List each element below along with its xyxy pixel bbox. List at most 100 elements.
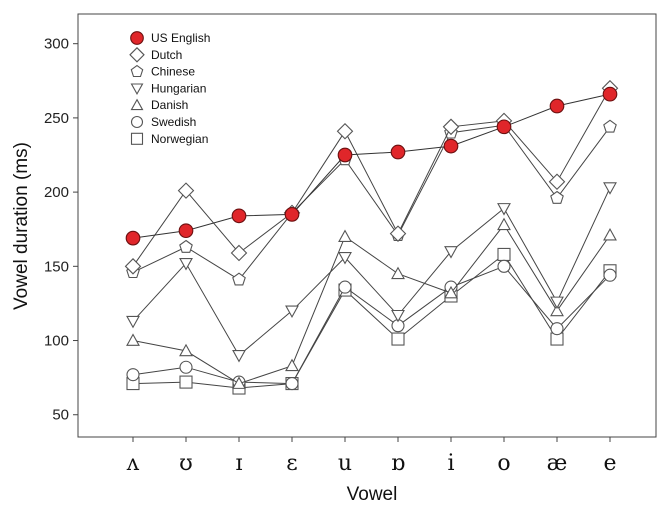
data-point bbox=[391, 309, 405, 323]
legend-marker bbox=[129, 47, 145, 63]
legend: US English Dutch Chinese Hungarian Danish Swe… bbox=[129, 31, 210, 146]
series-line bbox=[132, 87, 611, 267]
series-line bbox=[132, 93, 611, 239]
data-point bbox=[603, 228, 617, 241]
series-norwegian bbox=[126, 247, 617, 395]
series-line bbox=[132, 253, 611, 389]
series-line bbox=[132, 223, 611, 385]
data-point bbox=[179, 257, 193, 271]
series-us-english bbox=[125, 86, 618, 246]
data-point bbox=[603, 268, 617, 282]
series-line bbox=[132, 265, 611, 385]
legend-label: Dutch bbox=[151, 48, 182, 62]
legend-marker bbox=[130, 98, 144, 111]
data-point bbox=[549, 98, 565, 114]
legend-label: Danish bbox=[151, 98, 188, 112]
data-point bbox=[602, 86, 618, 102]
data-point bbox=[232, 272, 246, 286]
legend-label: Hungarian bbox=[151, 81, 206, 95]
legend-marker bbox=[130, 83, 144, 96]
data-point bbox=[497, 259, 511, 273]
x-tick-label: ʊ bbox=[179, 451, 193, 476]
legend-label: Chinese bbox=[151, 65, 195, 79]
data-point bbox=[338, 280, 352, 294]
y-tick-label: 50 bbox=[52, 407, 69, 424]
legend-marker bbox=[130, 31, 144, 45]
y-axis-title: Vowel duration (ms) bbox=[11, 142, 32, 310]
data-point bbox=[548, 173, 566, 190]
series-dutch bbox=[124, 79, 619, 275]
data-point bbox=[391, 266, 405, 280]
data-point bbox=[232, 350, 246, 363]
data-point bbox=[496, 119, 512, 135]
y-tick-label: 250 bbox=[44, 110, 69, 127]
data-point bbox=[337, 147, 353, 163]
series-danish bbox=[126, 217, 617, 389]
legend-marker bbox=[130, 115, 144, 129]
y-tick-label: 200 bbox=[44, 184, 69, 201]
x-tick-label: ʌ bbox=[126, 451, 140, 476]
data-point bbox=[126, 315, 140, 329]
x-axis-title: Vowel bbox=[347, 484, 398, 505]
x-tick-label: ɒ bbox=[391, 451, 405, 476]
plot-frame bbox=[77, 13, 657, 438]
series-line bbox=[132, 187, 611, 357]
y-tick-label: 150 bbox=[44, 258, 69, 275]
data-point bbox=[550, 303, 564, 317]
data-point bbox=[179, 343, 193, 357]
data-point bbox=[390, 144, 406, 160]
data-point bbox=[126, 333, 140, 346]
data-point bbox=[603, 182, 617, 195]
data-point bbox=[285, 377, 299, 391]
legend-label: US English bbox=[151, 31, 210, 45]
x-tick-label: o bbox=[497, 451, 510, 476]
x-tick-label: e bbox=[603, 451, 616, 476]
data-point bbox=[391, 332, 405, 346]
y-tick-label: 100 bbox=[44, 333, 69, 350]
data-point bbox=[338, 229, 352, 242]
series-swedish bbox=[126, 259, 617, 391]
data-point bbox=[444, 285, 458, 299]
data-point bbox=[550, 296, 564, 310]
data-point bbox=[338, 252, 352, 265]
legend-label: Norwegian bbox=[151, 132, 208, 146]
data-point bbox=[497, 203, 511, 216]
data-point bbox=[179, 360, 193, 374]
data-point bbox=[497, 247, 511, 261]
data-point bbox=[550, 190, 564, 204]
data-point bbox=[285, 305, 299, 318]
data-point bbox=[336, 122, 354, 140]
series-hungarian bbox=[126, 182, 617, 363]
data-point bbox=[497, 217, 511, 231]
data-point bbox=[231, 208, 247, 224]
x-tick-label: æ bbox=[547, 451, 568, 476]
y-tick-label: 300 bbox=[44, 36, 69, 53]
data-point bbox=[124, 258, 142, 275]
data-point bbox=[444, 246, 458, 259]
x-tick-label: ɛ bbox=[286, 451, 297, 476]
data-point bbox=[178, 223, 194, 239]
data-point bbox=[125, 230, 141, 246]
data-point bbox=[442, 118, 460, 136]
legend-marker bbox=[130, 132, 144, 145]
legend-label: Swedish bbox=[151, 115, 196, 129]
data-point bbox=[284, 207, 300, 222]
data-point bbox=[177, 182, 195, 199]
series-layer bbox=[124, 79, 619, 395]
data-point bbox=[232, 376, 246, 389]
x-tick-label: i bbox=[447, 451, 454, 476]
data-point bbox=[230, 244, 248, 262]
data-point bbox=[126, 368, 140, 382]
y-axis: 50 100 150 200 250 300 bbox=[44, 36, 78, 424]
series-line bbox=[132, 124, 611, 281]
data-point bbox=[443, 138, 459, 154]
x-tick-label: u bbox=[338, 451, 352, 476]
x-tick-label: ɪ bbox=[235, 451, 242, 476]
data-point bbox=[179, 239, 193, 253]
legend-marker bbox=[130, 64, 144, 78]
data-point bbox=[285, 358, 299, 372]
data-point bbox=[603, 119, 617, 133]
data-point bbox=[389, 225, 407, 242]
